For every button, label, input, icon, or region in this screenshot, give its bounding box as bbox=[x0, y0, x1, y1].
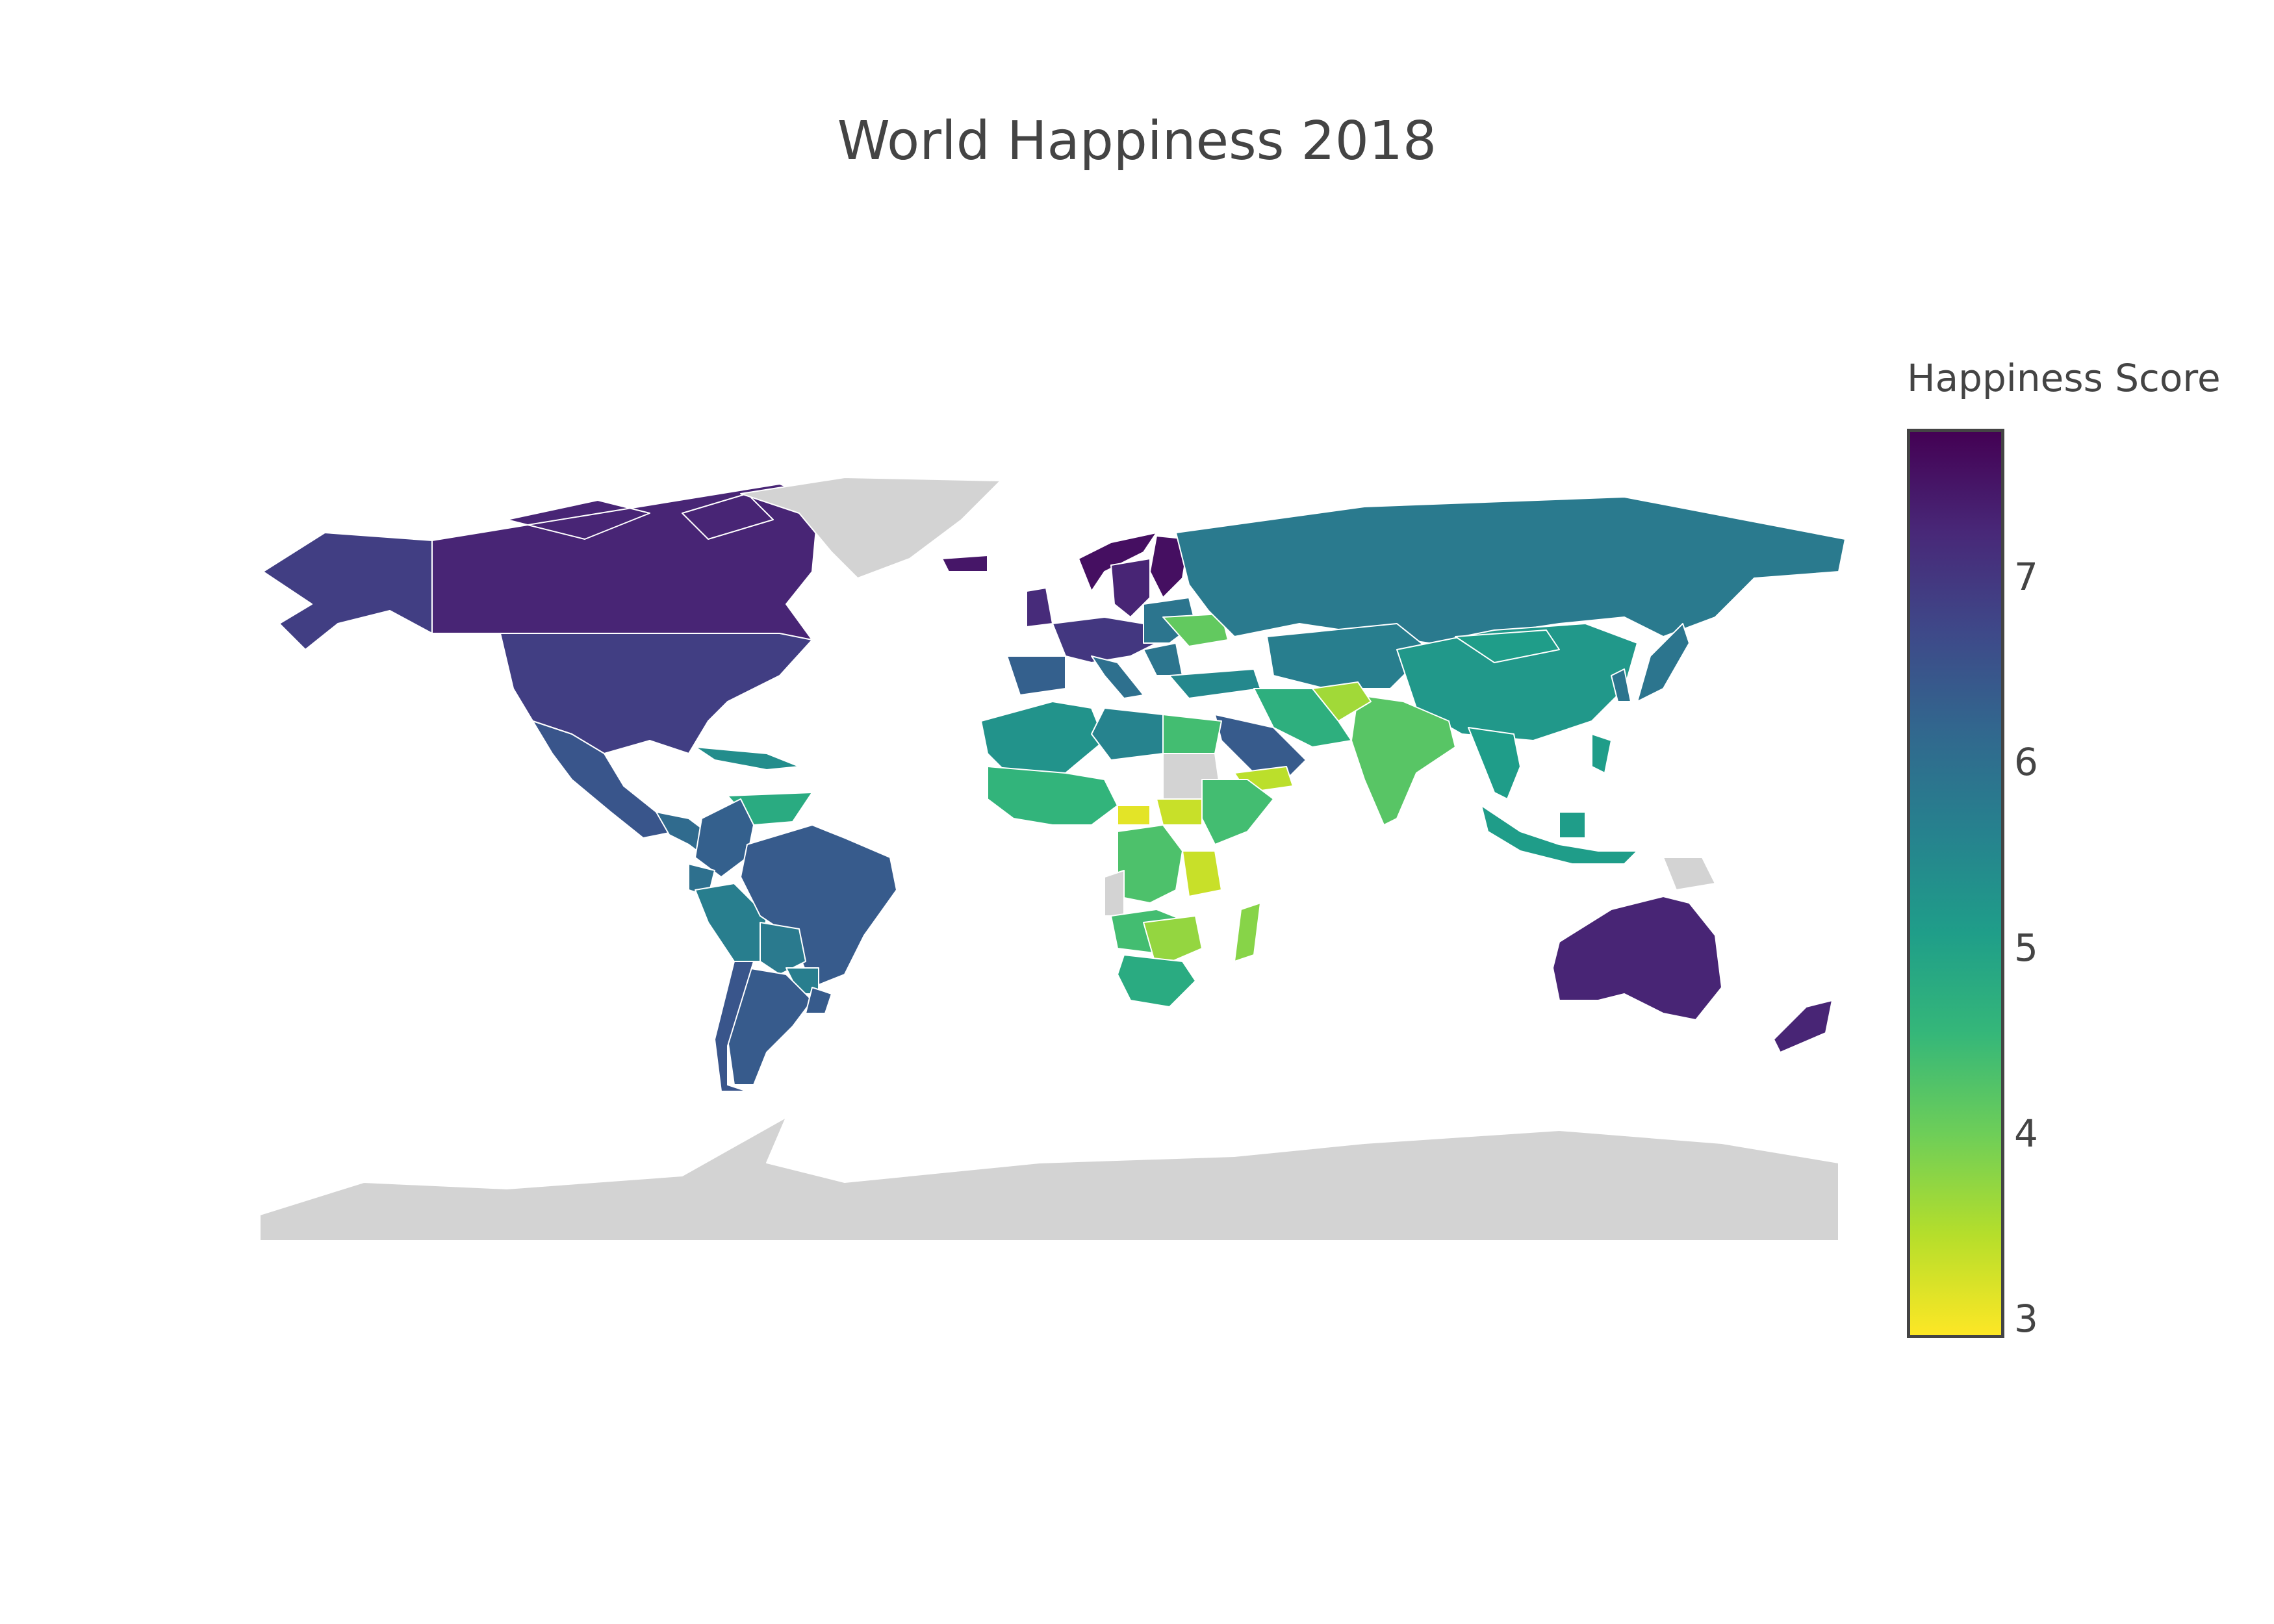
region-turkey[interactable] bbox=[1169, 668, 1261, 699]
colorbar-tick-label: 5 bbox=[2014, 926, 2038, 970]
region-india[interactable] bbox=[1351, 694, 1456, 826]
region-central-african-republic[interactable] bbox=[1117, 805, 1151, 826]
region-madagascar[interactable] bbox=[1234, 902, 1261, 962]
region-canada[interactable] bbox=[431, 483, 819, 657]
region-mongolia[interactable] bbox=[1455, 629, 1560, 663]
region-chile[interactable] bbox=[714, 961, 754, 1092]
region-sweden[interactable] bbox=[1110, 558, 1151, 618]
region-australia[interactable] bbox=[1552, 896, 1722, 1021]
region-spain-portugal[interactable] bbox=[1006, 655, 1066, 696]
region-papua-new-guinea[interactable] bbox=[1663, 857, 1716, 891]
regions-layer bbox=[259, 477, 1846, 1241]
region-egypt[interactable] bbox=[1162, 714, 1222, 754]
region-argentina[interactable] bbox=[727, 967, 813, 1085]
region-bolivia[interactable] bbox=[760, 922, 806, 975]
colorbar-tick-label: 4 bbox=[2014, 1111, 2038, 1156]
region-new-zealand[interactable] bbox=[1773, 1000, 1833, 1053]
region-kazakhstan-central-asia[interactable] bbox=[1266, 623, 1430, 689]
region-gabon-congo-west[interactable] bbox=[1104, 870, 1125, 917]
colorbar-tick-label: 7 bbox=[2014, 554, 2038, 599]
chart-title: World Happiness 2018 bbox=[837, 110, 1437, 172]
colorbar-tick-label: 3 bbox=[2014, 1297, 2038, 1341]
region-italy[interactable] bbox=[1091, 655, 1144, 699]
region-libya[interactable] bbox=[1091, 707, 1164, 761]
region-tanzania[interactable] bbox=[1182, 850, 1222, 897]
region-southeast-asia[interactable] bbox=[1468, 727, 1612, 800]
colorbar bbox=[1907, 429, 2004, 1338]
region-norway[interactable] bbox=[1078, 532, 1157, 592]
region-south-sudan[interactable] bbox=[1156, 798, 1203, 826]
region-brazil[interactable] bbox=[740, 824, 897, 988]
region-congo-basin[interactable] bbox=[1117, 824, 1183, 904]
region-antarctica[interactable] bbox=[259, 1117, 1839, 1241]
region-western-europe[interactable] bbox=[1052, 616, 1157, 663]
region-south-africa-region[interactable] bbox=[1117, 954, 1196, 1008]
region-uruguay[interactable] bbox=[805, 987, 832, 1014]
region-russia[interactable] bbox=[1175, 496, 1846, 644]
region-alaska-united-states[interactable] bbox=[262, 532, 433, 650]
region-korea[interactable] bbox=[1611, 668, 1631, 702]
region-greenland[interactable] bbox=[740, 477, 1001, 579]
colorbar-title: Happiness Score bbox=[1907, 356, 2221, 400]
region-indonesia[interactable] bbox=[1481, 805, 1638, 865]
region-ukraine[interactable] bbox=[1162, 613, 1229, 647]
region-united-kingdom[interactable] bbox=[1026, 587, 1053, 628]
region-north-west-africa[interactable] bbox=[980, 701, 1105, 780]
region-zimbabwe-malawi[interactable] bbox=[1143, 915, 1203, 969]
region-west-africa[interactable] bbox=[987, 766, 1118, 826]
region-iceland[interactable] bbox=[941, 555, 988, 572]
region-ethiopia-horn-of-africa[interactable] bbox=[1201, 779, 1274, 845]
region-japan[interactable] bbox=[1637, 623, 1690, 702]
region-cuba-caribbean[interactable] bbox=[695, 746, 800, 770]
colorbar-tick-label: 6 bbox=[2014, 740, 2038, 785]
